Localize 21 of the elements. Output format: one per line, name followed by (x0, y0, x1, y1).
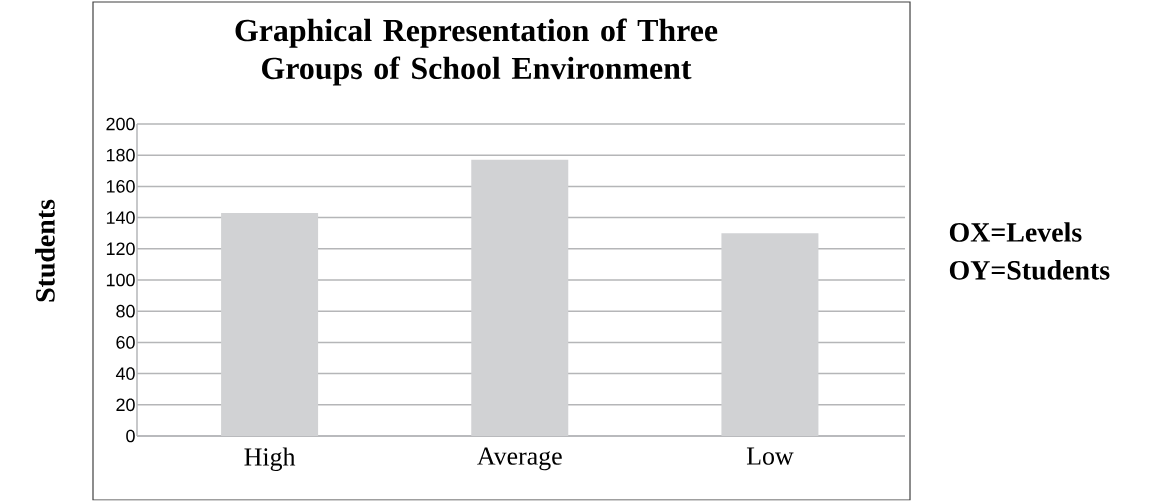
y-tick-label: 60 (116, 336, 135, 349)
bar (721, 233, 819, 437)
y-tick-label: 140 (106, 211, 135, 225)
bar (471, 160, 569, 437)
y-tick-label: 180 (106, 149, 135, 162)
y-tick-label: 0 (126, 429, 135, 443)
x-tick-label: Low (746, 447, 794, 465)
x-tick-label: High (244, 447, 296, 472)
y-tick-label: 120 (106, 242, 135, 256)
text: OX=Levels (949, 222, 1082, 243)
y-tick-label: 100 (106, 273, 135, 287)
y-tick-label: 80 (116, 305, 135, 318)
text: OY=Students (949, 260, 1110, 280)
y-tick-label: 200 (106, 117, 135, 131)
y-axis-title: Students (35, 199, 55, 302)
x-tick-label: Average (477, 447, 562, 471)
y-tick-label: 160 (106, 180, 135, 193)
bar (221, 213, 319, 437)
chart-title: Graphical Representation of Three Groups of School Environment (235, 18, 718, 86)
y-tick-label: 20 (116, 398, 135, 412)
y-tick-label: 40 (115, 367, 135, 381)
